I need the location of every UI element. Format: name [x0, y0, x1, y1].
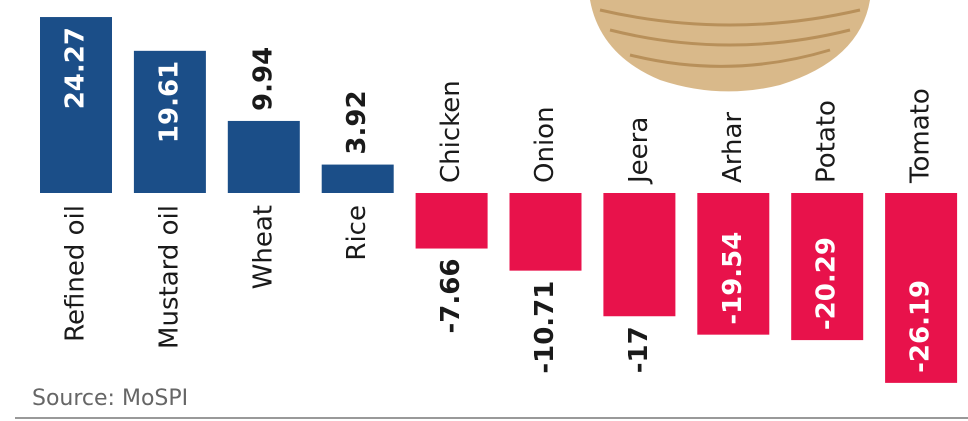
category-label: Arhar [718, 112, 748, 183]
value-label: 9.94 [248, 47, 278, 111]
category-label: Rice [342, 205, 372, 261]
bar [228, 121, 300, 193]
chart: Source: MoSPI 24.27 Refined oil 19.61 Musta… [0, 0, 968, 421]
bar [510, 193, 582, 271]
category-label: Onion [530, 106, 560, 183]
category-label: Chicken [436, 80, 466, 183]
value-label: -20.29 [812, 237, 842, 330]
category-label: Jeera [624, 117, 654, 185]
source-note: Source: MoSPI [32, 386, 188, 411]
value-label: -17 [624, 326, 654, 373]
category-label: Mustard oil [154, 205, 184, 349]
bar [603, 193, 675, 316]
category-label: Wheat [248, 205, 278, 289]
category-label: Potato [812, 100, 842, 183]
value-label: 24.27 [61, 27, 91, 109]
value-label: 19.61 [154, 61, 184, 143]
value-label: -10.71 [530, 281, 560, 374]
value-label: -7.66 [436, 259, 466, 334]
category-label: Refined oil [61, 205, 91, 342]
value-label: 3.92 [342, 90, 372, 154]
category-label: Tomato [906, 88, 936, 184]
bar [322, 165, 394, 193]
value-label: -26.19 [906, 280, 936, 373]
bar [416, 193, 488, 249]
basket-illustration [590, 0, 870, 91]
value-label: -19.54 [718, 232, 748, 325]
